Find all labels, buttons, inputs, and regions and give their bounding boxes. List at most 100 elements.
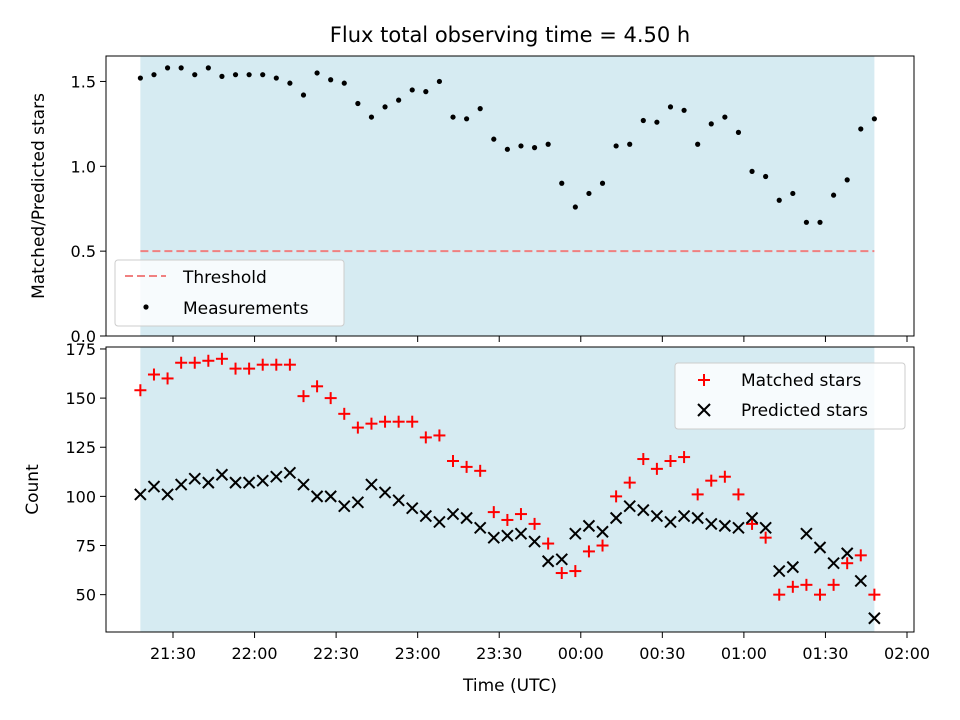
predicted-star-point: [378, 486, 392, 499]
measurement-point: [137, 75, 143, 81]
measurement-point: [749, 168, 755, 174]
matched-stars-series: [134, 352, 881, 601]
measurement-point: [477, 106, 483, 112]
predicted-star-point: [270, 470, 283, 483]
top-x-ticks: [172, 336, 908, 342]
matched-star-point: [338, 407, 351, 420]
predicted-star-point: [868, 612, 881, 625]
measurement-point: [667, 104, 674, 110]
matched-star-point: [528, 517, 541, 530]
matched-star-point: [215, 352, 228, 365]
bottom-x-ticks: 21:30 22:00 22:30 23:00 23:30 00:00 00:30 01:00…: [150, 632, 930, 663]
predicted-star-point: [433, 515, 446, 529]
matched-star-point: [365, 417, 378, 430]
matched-star-point: [419, 431, 432, 444]
measurement-point: [287, 80, 293, 86]
bottom-y-ticks: 50 75 100 125 150 175: [65, 340, 106, 605]
measurement-point: [763, 173, 769, 180]
x-axis-label: Time (UTC): [462, 676, 557, 696]
measurement-point: [871, 116, 877, 122]
matched-star-point: [161, 372, 174, 385]
measurement-point: [246, 72, 252, 78]
predicted-star-point: [677, 509, 691, 523]
matched-star-point: [487, 506, 500, 519]
measurement-point: [450, 114, 456, 120]
matched-star-point: [542, 537, 555, 550]
x-tick-label: 21:30: [150, 644, 196, 663]
matched-star-point: [759, 531, 772, 544]
y-tick-label: 1.0: [71, 157, 96, 176]
x-tick-label: 23:00: [395, 644, 441, 663]
matched-star-point: [555, 567, 568, 580]
measurement-point: [858, 126, 864, 132]
measurement-point: [776, 197, 782, 203]
legend-measurements-label: Measurements: [183, 299, 309, 319]
matched-star-point: [854, 549, 867, 562]
matched-star-point: [134, 384, 147, 397]
measurement-point: [382, 104, 388, 110]
predicted-star-point: [840, 547, 854, 560]
predicted-star-point: [800, 527, 813, 540]
predicted-star-point: [229, 476, 242, 489]
y-tick-label: 175: [65, 340, 96, 359]
y-tick-label: 0.5: [71, 242, 96, 261]
measurement-point: [831, 192, 837, 198]
predicted-star-point: [365, 478, 378, 491]
chart-title: Flux total observing time = 4.50 h: [330, 23, 690, 47]
matched-star-point: [596, 539, 609, 552]
measurement-point: [273, 75, 279, 81]
predicted-star-point: [609, 511, 623, 525]
predicted-star-point: [242, 476, 256, 489]
x-tick-label: 01:30: [802, 644, 848, 663]
measurement-point: [436, 78, 443, 85]
matched-star-point: [202, 354, 215, 367]
matched-star-point: [283, 358, 296, 371]
predicted-star-point: [514, 527, 528, 540]
measurement-point: [368, 114, 375, 120]
matched-star-point: [406, 415, 419, 428]
legend-predicted-label: Predicted stars: [741, 401, 868, 421]
matched-star-point: [746, 517, 759, 530]
predicted-star-point: [297, 478, 310, 491]
measurement-point: [396, 97, 402, 103]
matched-star-point: [147, 368, 160, 381]
x-tick-label: 00:30: [639, 644, 685, 663]
predicted-star-point: [582, 519, 596, 533]
matched-star-point: [678, 451, 691, 464]
measurement-point: [409, 87, 415, 93]
matched-star-point: [773, 588, 786, 601]
matched-star-point: [582, 545, 595, 558]
predicted-star-point: [256, 474, 269, 487]
y-tick-label: 1.5: [71, 72, 96, 91]
top-y-ticks: 0.0 0.5 1.0 1.5: [71, 72, 106, 346]
top-plot-frame: [105, 55, 915, 337]
predicted-star-point: [813, 541, 827, 554]
matched-star-point: [188, 356, 201, 369]
x-tick-label: 01:00: [721, 644, 767, 663]
predicted-star-point: [487, 531, 500, 544]
matched-star-point: [868, 588, 881, 601]
matched-star-point: [650, 462, 663, 475]
matched-star-point: [311, 380, 324, 393]
measurement-point: [504, 146, 510, 152]
predicted-star-point: [501, 529, 514, 542]
measurement-point: [178, 65, 184, 71]
predicted-star-point: [528, 535, 541, 548]
matched-star-point: [229, 362, 242, 375]
matched-star-point: [814, 588, 827, 601]
matched-star-point: [351, 421, 364, 434]
matched-star-point: [691, 488, 704, 501]
predicted-star-point: [745, 511, 759, 525]
predicted-star-point: [473, 521, 487, 535]
measurement-point: [164, 65, 171, 71]
measurement-point: [599, 180, 606, 186]
top-panel: 0.0 0.5 1.0 1.5 Matched/Predicted stars Thr…: [29, 55, 915, 346]
measurement-point: [627, 141, 633, 147]
predicted-star-point: [637, 503, 650, 517]
matched-star-point: [243, 362, 256, 375]
measurement-point: [328, 77, 334, 83]
measurement-point: [654, 119, 660, 125]
predicted-star-point: [134, 488, 147, 501]
legend-measurements-swatch: [143, 304, 149, 310]
